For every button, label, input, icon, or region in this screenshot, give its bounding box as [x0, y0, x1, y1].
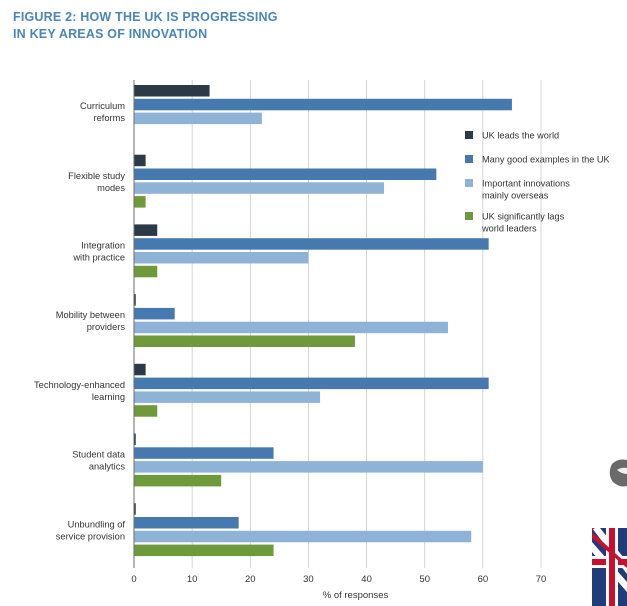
x-tick-label: 70: [536, 574, 547, 585]
decorative-flag-graphic: [592, 459, 627, 606]
bar-series-1-category-1: [134, 168, 437, 180]
legend-label-2: mainly overseas: [482, 191, 549, 201]
bar-series-1-category-6: [134, 517, 239, 529]
bar-series-2-category-3: [134, 321, 448, 334]
x-tick-label: 40: [361, 574, 372, 585]
bar-series-3-category-2: [134, 265, 158, 278]
legend-label-1: Many good examples in the UK: [482, 155, 611, 165]
category-label: service provision: [56, 531, 125, 541]
legend-label-3: world leaders: [481, 224, 537, 234]
legend-swatch-2: [465, 179, 473, 187]
bar-series-0-category-1: [134, 154, 146, 167]
chart-title-line-2: IN KEY AREAS OF INNOVATION: [13, 26, 208, 41]
category-label: Mobility between: [56, 310, 125, 320]
legend-label-2: Important innovations: [482, 179, 570, 189]
bar-series-0-category-5: [134, 433, 136, 445]
category-label: with practice: [72, 253, 125, 263]
chart-title-line-1: FIGURE 2: HOW THE UK IS PROGRESSING: [13, 10, 278, 24]
category-label: learning: [92, 392, 125, 402]
x-tick-label: 50: [419, 574, 430, 585]
bars: [134, 85, 512, 557]
bar-series-0-category-6: [134, 503, 136, 515]
bar-series-2-category-0: [134, 112, 262, 125]
bar-series-1-category-0: [134, 98, 512, 111]
bar-series-3-category-5: [134, 474, 222, 487]
bar-series-1-category-3: [134, 307, 175, 320]
category-label: Integration: [81, 241, 125, 251]
bar-series-2-category-5: [134, 461, 483, 473]
bar-series-0-category-3: [134, 294, 136, 306]
category-label: reforms: [93, 113, 125, 123]
bar-series-2-category-1: [134, 182, 385, 194]
bar-series-1-category-4: [134, 377, 489, 390]
bar-series-3-category-4: [134, 405, 158, 417]
chart-title: FIGURE 2: HOW THE UK IS PROGRESSING IN K…: [13, 9, 278, 42]
legend: UK leads the world Many good examples in …: [465, 131, 611, 234]
bar-series-2-category-2: [134, 252, 309, 264]
x-tick-label: 60: [478, 574, 489, 585]
category-label: Student data: [72, 450, 126, 460]
category-label: modes: [97, 183, 125, 193]
legend-swatch-3: [465, 212, 473, 220]
category-labels: Curriculum reforms Flexible study modes Inte…: [34, 101, 126, 541]
bar-series-0-category-0: [134, 85, 210, 97]
bar-series-0-category-2: [134, 224, 158, 236]
legend-swatch-0: [465, 131, 473, 139]
x-tick-label: 30: [303, 574, 314, 585]
bar-series-0-category-4: [134, 363, 146, 376]
category-label: providers: [87, 322, 126, 332]
legend-label-3: UK significantly lags: [482, 212, 565, 222]
legend-label-0: UK leads the world: [482, 131, 559, 141]
category-label: Technology-enhanced: [34, 380, 125, 390]
legend-swatch-1: [465, 155, 473, 163]
x-tick-label: 0: [131, 574, 136, 585]
bar-series-1-category-5: [134, 447, 274, 459]
bar-series-3-category-6: [134, 544, 274, 557]
bar-series-2-category-6: [134, 530, 472, 543]
bar-series-2-category-4: [134, 391, 321, 403]
x-axis-title: % of responses: [323, 590, 389, 601]
bar-series-3-category-3: [134, 335, 355, 347]
bar-series-3-category-1: [134, 196, 146, 208]
category-label: Unbundling of: [68, 519, 126, 529]
category-label: Flexible study: [68, 171, 125, 181]
category-label: Curriculum: [80, 101, 125, 111]
axes: 0 10 20 30 40 50 60 70 % of responses: [131, 80, 546, 601]
x-tick-label: 10: [187, 574, 198, 585]
bar-series-1-category-2: [134, 238, 489, 250]
grid-lines: [191, 80, 542, 568]
category-label: analytics: [89, 462, 126, 472]
x-tick-label: 20: [245, 574, 256, 585]
